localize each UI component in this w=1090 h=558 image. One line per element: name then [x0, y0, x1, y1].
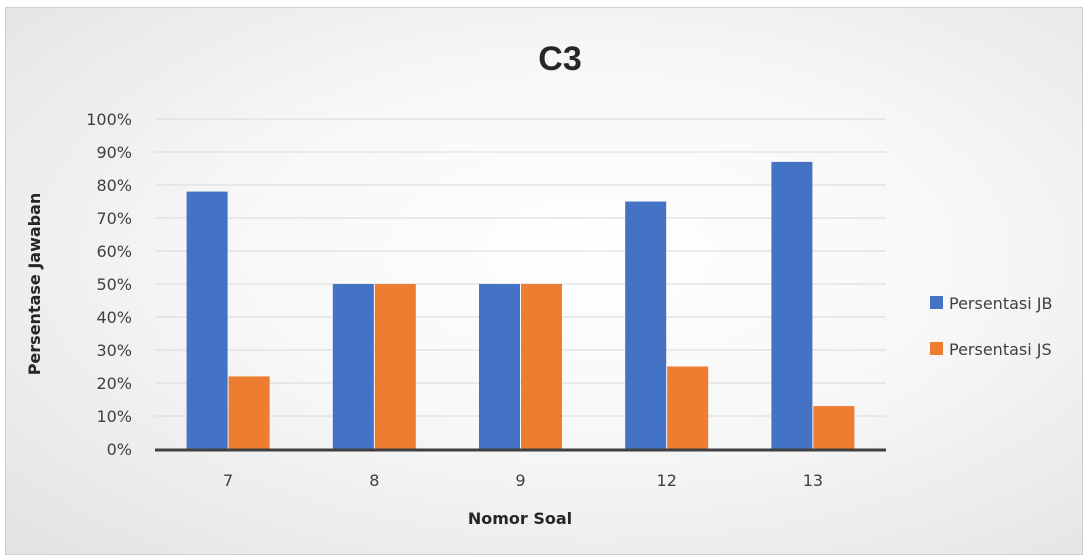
bar-jb-8 [332, 284, 374, 449]
bar-js-13 [813, 406, 855, 449]
bar-jb-12 [625, 201, 667, 449]
chart-title: C3 [538, 40, 581, 78]
y-tick-label: 30% [96, 341, 132, 360]
y-tick-label: 40% [96, 308, 132, 327]
bar-jb-9 [479, 284, 520, 449]
bar-js-9 [521, 284, 562, 449]
y-tick-label: 20% [96, 374, 132, 393]
y-tick-label: 50% [96, 275, 132, 294]
legend-label: Persentasi JB [949, 294, 1052, 313]
bar-jb-13 [771, 161, 813, 449]
legend-swatch [930, 342, 943, 355]
y-tick-label: 100% [86, 110, 132, 129]
gridlines [155, 118, 886, 417]
x-tick-label: 13 [803, 471, 823, 490]
y-tick-label: 10% [96, 407, 132, 426]
x-tick-label: 12 [657, 471, 677, 490]
bars [186, 161, 855, 449]
y-tick-label: 80% [96, 176, 132, 195]
y-tick-label: 0% [107, 440, 132, 459]
legend-label: Persentasi JS [949, 340, 1052, 359]
bar-js-12 [667, 366, 709, 449]
y-axis-title: Persentase Jawaban [25, 193, 44, 376]
y-tick-label: 60% [96, 242, 132, 261]
x-tick-label: 8 [369, 471, 379, 490]
bar-js-7 [228, 376, 270, 449]
y-tick-label: 70% [96, 209, 132, 228]
x-axis-ticks: 7 8 9 12 13 [223, 471, 823, 490]
y-axis-ticks: 0% 10% 20% 30% 40% 50% 60% 70% 80% 90% 100% [86, 110, 132, 459]
bar-js-8 [374, 284, 416, 449]
y-tick-label: 90% [96, 143, 132, 162]
chart-frame [5, 7, 1083, 555]
x-axis-title: Nomor Soal [468, 509, 572, 528]
legend-swatch [930, 296, 943, 309]
legend: Persentasi JB Persentasi JS [930, 294, 1052, 359]
bar-jb-7 [186, 191, 228, 449]
x-tick-label: 7 [223, 471, 233, 490]
x-tick-label: 9 [515, 471, 525, 490]
